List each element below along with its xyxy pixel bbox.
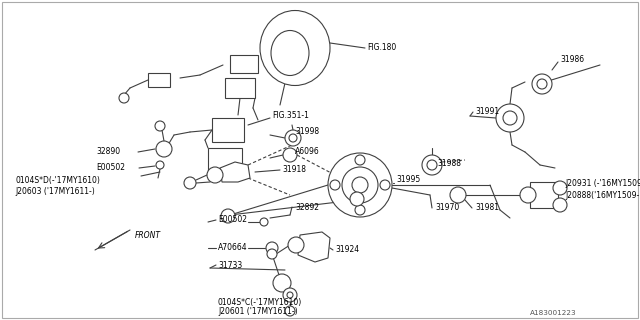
Text: FIG.180: FIG.180 — [367, 44, 396, 52]
Circle shape — [283, 288, 297, 302]
Circle shape — [156, 141, 172, 157]
Text: 31981: 31981 — [475, 204, 499, 212]
Text: A6096: A6096 — [295, 148, 320, 156]
Text: 31924: 31924 — [335, 245, 359, 254]
Circle shape — [285, 130, 301, 146]
Bar — [208, 148, 242, 173]
Bar — [148, 73, 170, 87]
Text: 31998: 31998 — [295, 127, 319, 137]
Circle shape — [119, 93, 129, 103]
Text: J20931 (-'16MY1509): J20931 (-'16MY1509) — [565, 179, 640, 188]
Text: 31970: 31970 — [435, 204, 460, 212]
Text: 31986: 31986 — [560, 55, 584, 65]
Text: 31918: 31918 — [282, 165, 306, 174]
Text: FRONT: FRONT — [135, 230, 161, 239]
Circle shape — [184, 177, 196, 189]
Bar — [212, 118, 244, 142]
Bar — [225, 78, 255, 98]
Bar — [530, 182, 558, 208]
Text: 31988: 31988 — [437, 158, 461, 167]
Circle shape — [260, 218, 268, 226]
Circle shape — [283, 148, 297, 162]
Circle shape — [355, 205, 365, 215]
Circle shape — [285, 306, 295, 316]
Text: J20888('16MY1509-): J20888('16MY1509-) — [565, 191, 640, 201]
Circle shape — [553, 198, 567, 212]
Polygon shape — [220, 162, 250, 182]
Ellipse shape — [260, 11, 330, 85]
Text: J20603 ('17MY1611-): J20603 ('17MY1611-) — [15, 188, 95, 196]
Text: 0104S*C(-'17MY1610): 0104S*C(-'17MY1610) — [218, 298, 302, 307]
Text: 31995: 31995 — [396, 175, 420, 185]
Circle shape — [155, 121, 165, 131]
Bar — [230, 55, 258, 73]
Circle shape — [221, 209, 235, 223]
Circle shape — [532, 74, 552, 94]
Text: 31733: 31733 — [218, 260, 243, 269]
Circle shape — [537, 79, 547, 89]
Circle shape — [355, 155, 365, 165]
Circle shape — [352, 177, 368, 193]
Text: E00502: E00502 — [96, 164, 125, 172]
Text: A70664: A70664 — [218, 244, 248, 252]
Ellipse shape — [271, 30, 309, 76]
Text: FIG.351-1: FIG.351-1 — [272, 111, 309, 121]
Circle shape — [207, 167, 223, 183]
Circle shape — [288, 237, 304, 253]
Text: A183001223: A183001223 — [530, 310, 577, 316]
Circle shape — [520, 187, 536, 203]
Circle shape — [427, 160, 437, 170]
Circle shape — [350, 192, 364, 206]
Circle shape — [380, 180, 390, 190]
Text: E00502: E00502 — [218, 215, 247, 225]
Circle shape — [422, 155, 442, 175]
Circle shape — [287, 292, 293, 298]
Circle shape — [156, 161, 164, 169]
Circle shape — [267, 249, 277, 259]
Text: J20601 ('17MY1611-): J20601 ('17MY1611-) — [218, 308, 298, 316]
Circle shape — [330, 180, 340, 190]
Text: 0104S*D(-'17MY1610): 0104S*D(-'17MY1610) — [15, 175, 100, 185]
Polygon shape — [298, 232, 330, 262]
Text: 32890: 32890 — [96, 148, 120, 156]
Circle shape — [450, 187, 466, 203]
Circle shape — [289, 134, 297, 142]
Circle shape — [342, 167, 378, 203]
Text: 32892: 32892 — [295, 203, 319, 212]
Circle shape — [496, 104, 524, 132]
Circle shape — [328, 153, 392, 217]
Text: 31991: 31991 — [475, 108, 499, 116]
Circle shape — [503, 111, 517, 125]
Circle shape — [266, 242, 278, 254]
Circle shape — [273, 274, 291, 292]
Circle shape — [553, 181, 567, 195]
